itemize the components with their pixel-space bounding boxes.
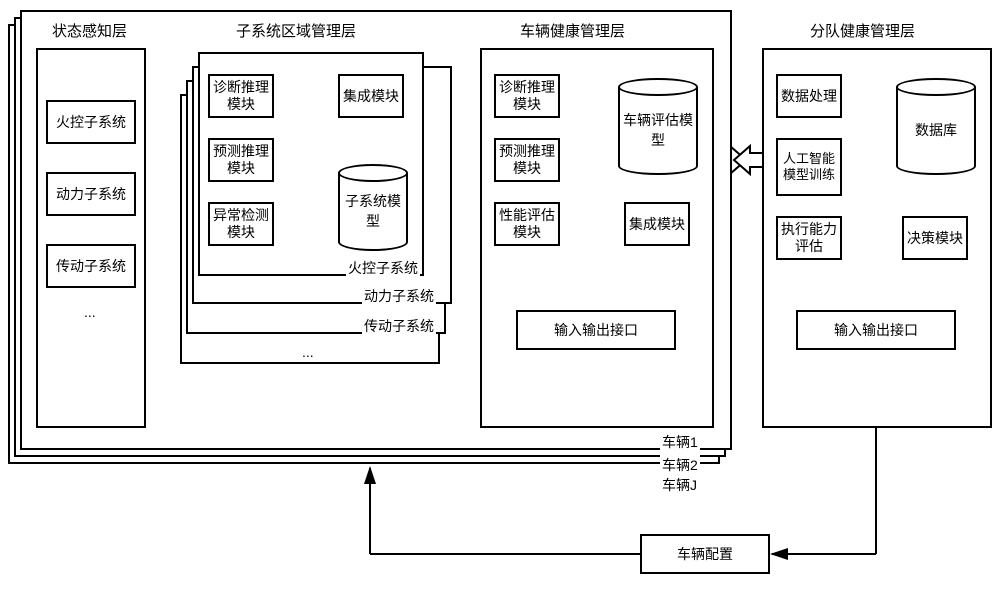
vehicle-eval-cylinder: 车辆评估模型	[618, 78, 698, 178]
perception-ellipsis: ...	[82, 304, 98, 320]
subsystem-stack-label-2: 传动子系统	[362, 316, 436, 336]
vehicle-config-label: 车辆配置	[677, 546, 733, 563]
subsystem-stack-ellipsis: ...	[300, 344, 316, 360]
perception-title: 状态感知层	[52, 20, 127, 41]
team-decision-label: 决策模块	[907, 230, 963, 247]
vehicle-io-label: 输入输出接口	[554, 322, 638, 339]
team-io: 输入输出接口	[796, 310, 956, 350]
vehicle-stack-label-j: 车辆J	[660, 475, 699, 495]
subsystem-integration: 集成模块	[338, 74, 404, 118]
team-db-label: 数据库	[915, 120, 957, 140]
subsystem-stack-label-0: 火控子系统	[346, 258, 420, 278]
perception-item-0: 火控子系统	[46, 100, 136, 144]
subsystem-model-cylinder: 子系统模型	[338, 164, 408, 254]
vehicle-config: 车辆配置	[640, 534, 770, 574]
subsystem-mod-2: 异常检测模块	[208, 202, 274, 246]
vehicle-title: 车辆健康管理层	[520, 20, 625, 41]
vehicle-io: 输入输出接口	[516, 310, 676, 350]
perception-item-2: 传动子系统	[46, 244, 136, 288]
vehicle-stack-label-2: 车辆2	[660, 455, 700, 475]
team-decision: 决策模块	[902, 216, 968, 260]
vehicle-mod-0-label: 诊断推理模块	[496, 79, 558, 113]
perception-item-0-label: 火控子系统	[56, 114, 126, 131]
subsystem-mod-0-label: 诊断推理模块	[210, 79, 272, 113]
team-mod-1: 人工智能模型训练	[776, 138, 842, 196]
perception-item-1: 动力子系统	[46, 172, 136, 216]
subsystem-mod-1-label: 预测推理模块	[210, 143, 272, 177]
subsystem-stack-label-1: 动力子系统	[362, 286, 436, 306]
subsystem-integration-label: 集成模块	[343, 88, 399, 105]
subsystem-model-label: 子系统模型	[340, 191, 406, 231]
vehicle-eval-label: 车辆评估模型	[620, 110, 696, 150]
perception-item-1-label: 动力子系统	[56, 186, 126, 203]
team-mod-0-label: 数据处理	[781, 88, 837, 105]
vehicle-mod-1: 预测推理模块	[494, 138, 560, 182]
team-mod-0: 数据处理	[776, 74, 842, 118]
vehicle-mod-1-label: 预测推理模块	[496, 143, 558, 177]
vehicle-mod-0: 诊断推理模块	[494, 74, 560, 118]
team-mod-2-label: 执行能力评估	[778, 221, 840, 255]
team-io-label: 输入输出接口	[834, 322, 918, 339]
team-mod-1-label: 人工智能模型训练	[778, 151, 840, 182]
vehicle-mod-2-label: 性能评估模块	[496, 207, 558, 241]
vehicle-stack-label-1: 车辆1	[660, 432, 700, 452]
vehicle-integration-label: 集成模块	[629, 216, 685, 233]
team-title: 分队健康管理层	[810, 20, 915, 41]
vehicle-integration: 集成模块	[624, 202, 690, 246]
subsystem-mod-2-label: 异常检测模块	[210, 207, 272, 241]
subsystem-title: 子系统区域管理层	[236, 20, 356, 41]
subsystem-mod-0: 诊断推理模块	[208, 74, 274, 118]
perception-item-2-label: 传动子系统	[56, 258, 126, 275]
team-mod-2: 执行能力评估	[776, 216, 842, 260]
subsystem-mod-1: 预测推理模块	[208, 138, 274, 182]
team-db-cylinder: 数据库	[896, 78, 976, 178]
vehicle-mod-2: 性能评估模块	[494, 202, 560, 246]
